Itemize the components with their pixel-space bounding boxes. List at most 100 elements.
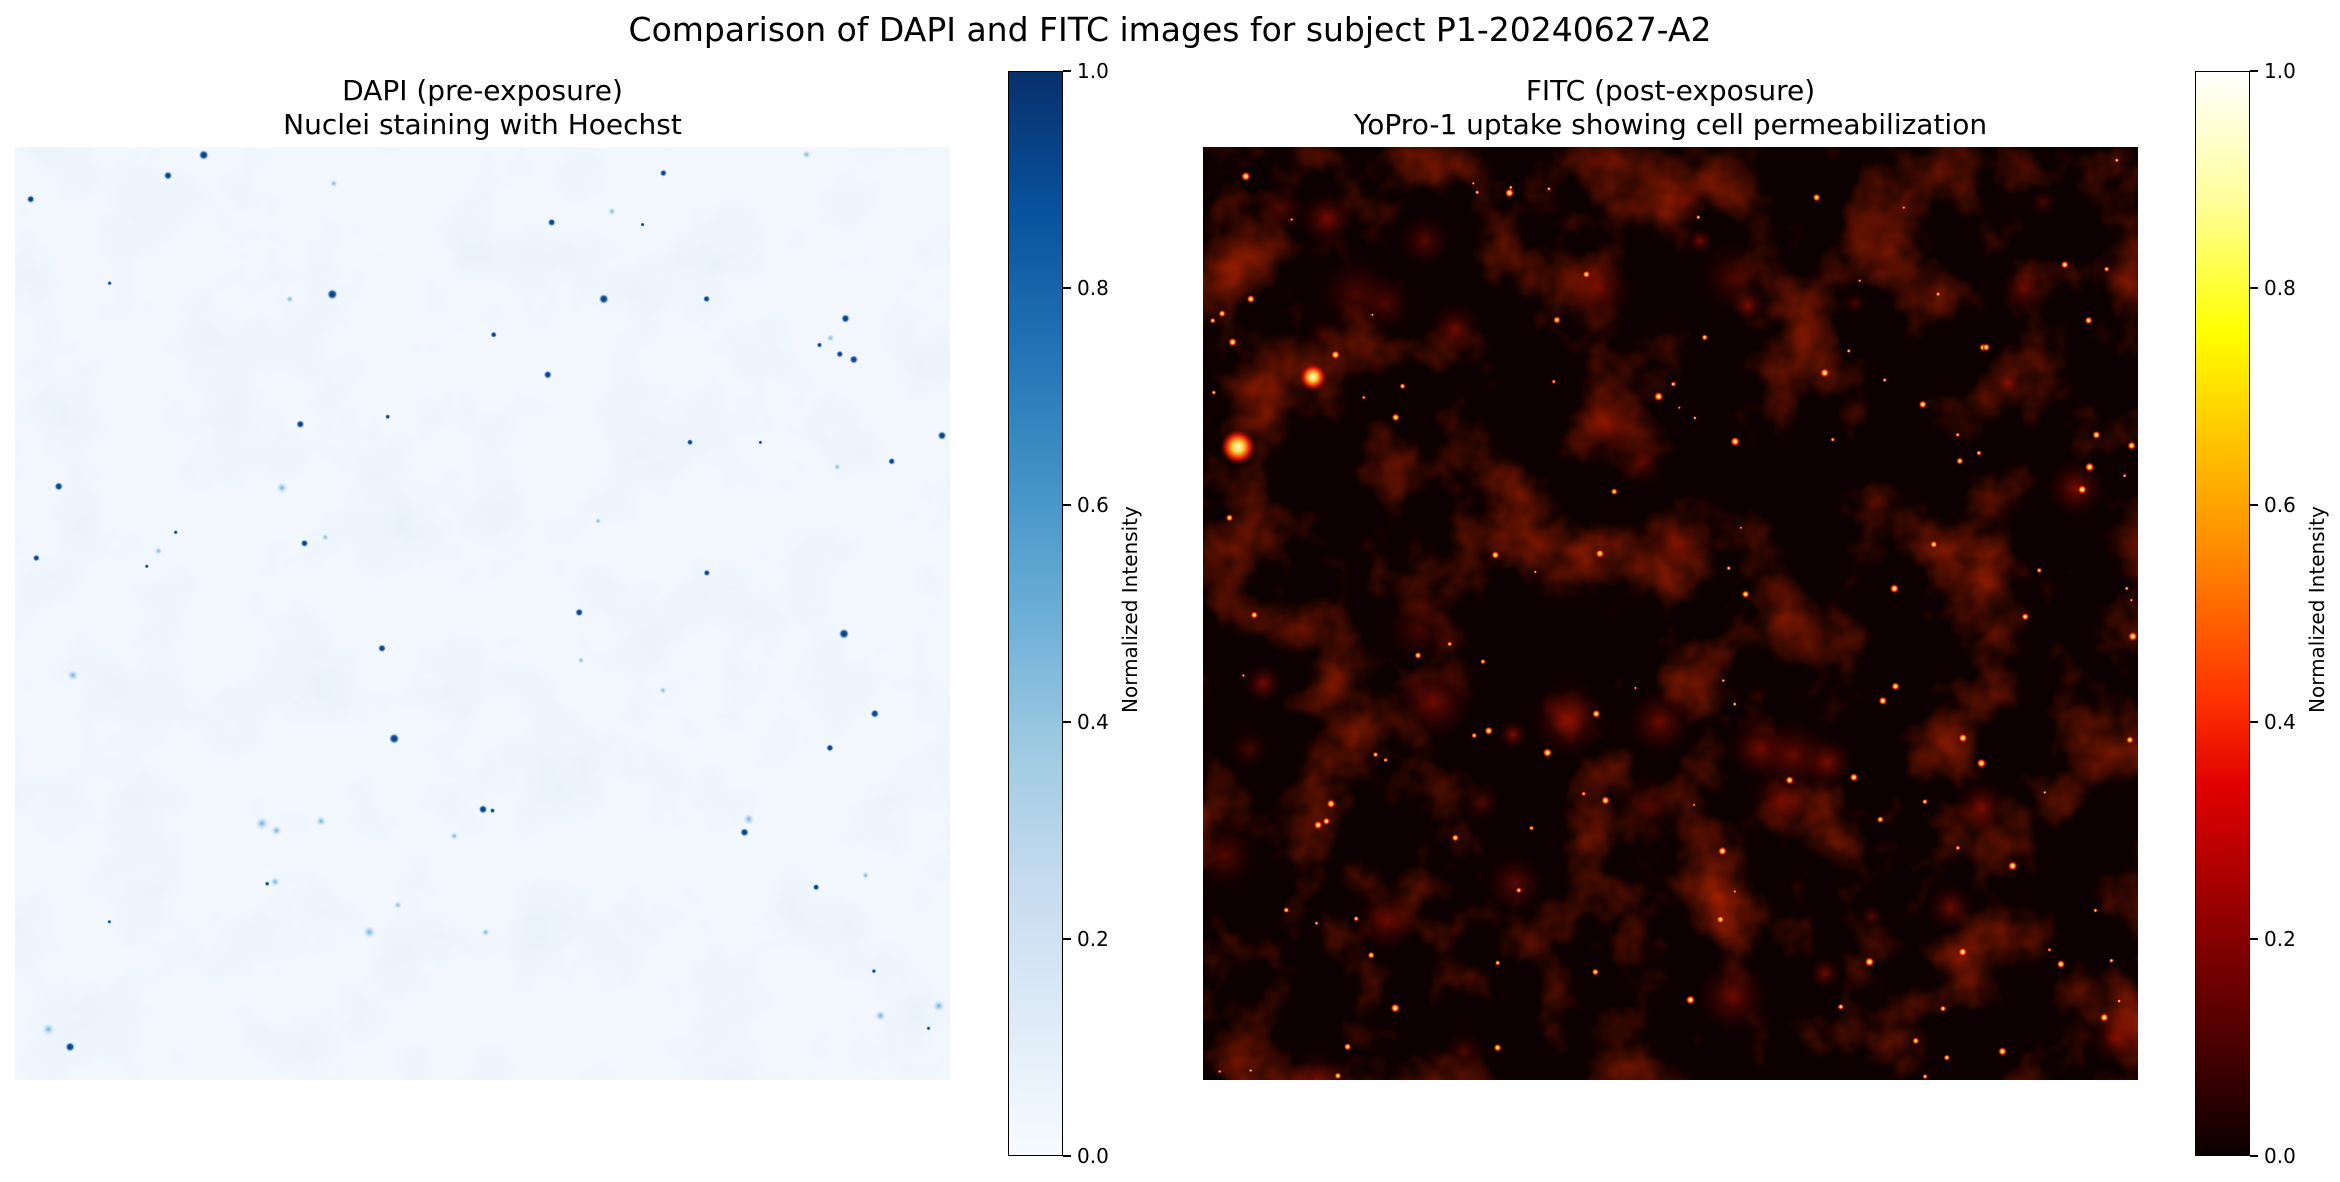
diffuse-signal [1859,904,1884,929]
bright-spot [1330,350,1341,360]
nucleus-spot [816,342,823,348]
bright-spot [1601,795,1610,805]
colorbar-tick-label: 1.0 [1077,59,1109,83]
diffuse-signal [1315,253,1397,335]
nucleus-spot [154,547,163,555]
nucleus-spot [490,331,497,338]
bright-spot [2103,266,2110,272]
bright-spot [2043,790,2047,795]
colorbar-tick-mark [1063,70,1071,72]
bright-spot [1956,457,1964,465]
nucleus-spot [255,816,269,831]
colorbar-tick-mark [1063,504,1071,506]
bright-spot [2127,631,2138,642]
fitc-image [1203,147,2138,1080]
bright-spot [1390,1003,1401,1013]
dapi-image [15,147,950,1080]
bright-spot [1447,641,1453,647]
bright-spot [1921,798,1928,805]
bright-spot [2124,586,2129,591]
nucleus-spot [740,827,749,837]
bright-spot [1343,1042,1352,1051]
diffuse-signal [1808,956,1841,990]
colorbar-tick-label: 0.0 [1077,1144,1109,1168]
bright-spot [1493,1043,1502,1052]
diffuse-signal [1397,213,1453,269]
bright-spot [1739,526,1743,530]
bright-spot [1209,317,1216,324]
dapi-colorbar [1008,71,1063,1156]
bright-spot [1696,214,1701,220]
colorbar-tick-label: 0.8 [2264,276,2296,300]
bright-spot [1246,294,1256,304]
nucleus-spot [577,656,585,664]
nucleus-spot [32,554,40,562]
colorbar-tick-label: 0.4 [1077,710,1109,734]
diffuse-signal [1579,147,1610,177]
bright-spot [1474,190,1480,195]
bright-spot [2077,484,2088,495]
nucleus-spot [330,179,338,188]
nucleus-spot [326,288,338,300]
bright-spot [1997,1046,2007,1056]
nucleus-spot [321,533,329,541]
nucleus-spot [875,1010,886,1022]
bright-spot [1480,658,1486,665]
colorbar-tick-label: 0.2 [2264,927,2296,951]
diffuse-signal [1498,720,1528,750]
diffuse-signal [1203,819,1261,892]
nucleus-spot [598,293,609,305]
nucleus-spot [640,222,645,227]
bright-spot [1372,751,1379,758]
bright-spot [1653,391,1664,402]
bright-spot [1677,406,1681,410]
diffuse-signal [1243,663,1284,704]
diffuse-signal [1227,727,1271,771]
nucleus-spot [450,832,459,840]
bright-spot [1370,313,1374,317]
nucleus-spot [300,539,309,548]
bright-spot [1692,803,1696,807]
nucleus-spot [163,171,173,180]
bright-spot [1955,432,1960,438]
bright-spot [1504,188,1515,198]
nucleus-spot [802,150,811,159]
bright-spot [1670,381,1677,387]
bright-spot [1693,416,1697,420]
nucleus-spot [42,1023,55,1036]
bright-spot [1830,437,1835,442]
diffuse-signal [1686,227,1714,255]
nucleus-spot [836,350,844,358]
bright-spot [1314,921,1319,926]
bright-spot [1957,947,1968,957]
bright-spot [1313,820,1323,830]
diffuse-signal [1442,1030,1487,1075]
bright-spot [1976,758,1987,769]
bright-spot [1958,733,1968,743]
diffuse-signal [1354,888,1419,954]
diffuse-signal [1483,852,1547,915]
bright-spot [1939,1005,1947,1012]
colorbar-tick-label: 0.8 [1077,276,1109,300]
bright-spot [1546,186,1551,191]
colorbar-tick-mark [2250,70,2258,72]
diffuse-signal [1953,779,2010,836]
colorbar-tick-label: 0.6 [2264,493,2296,517]
diffuse-signal [1649,516,1704,571]
bright-spot [1508,185,1513,190]
diffuse-signal [1460,782,1502,824]
nucleus-spot [363,925,376,939]
diffuse-signal [1618,438,1667,488]
bright-spot [1912,1037,1920,1045]
bright-spot [1334,1072,1342,1080]
colorbar-tick-mark [1063,938,1071,940]
diffuse-signal [2046,458,2106,519]
nucleus-spot [932,999,945,1013]
nucleus-spot [394,901,402,909]
bright-spot [1290,217,1294,222]
colorbar-tick-mark [2250,504,2258,506]
bright-spot [1515,887,1522,894]
bright-spot [1211,390,1217,395]
colorbar-tick-mark [2250,1155,2258,1157]
bright-spot [1218,309,1226,318]
